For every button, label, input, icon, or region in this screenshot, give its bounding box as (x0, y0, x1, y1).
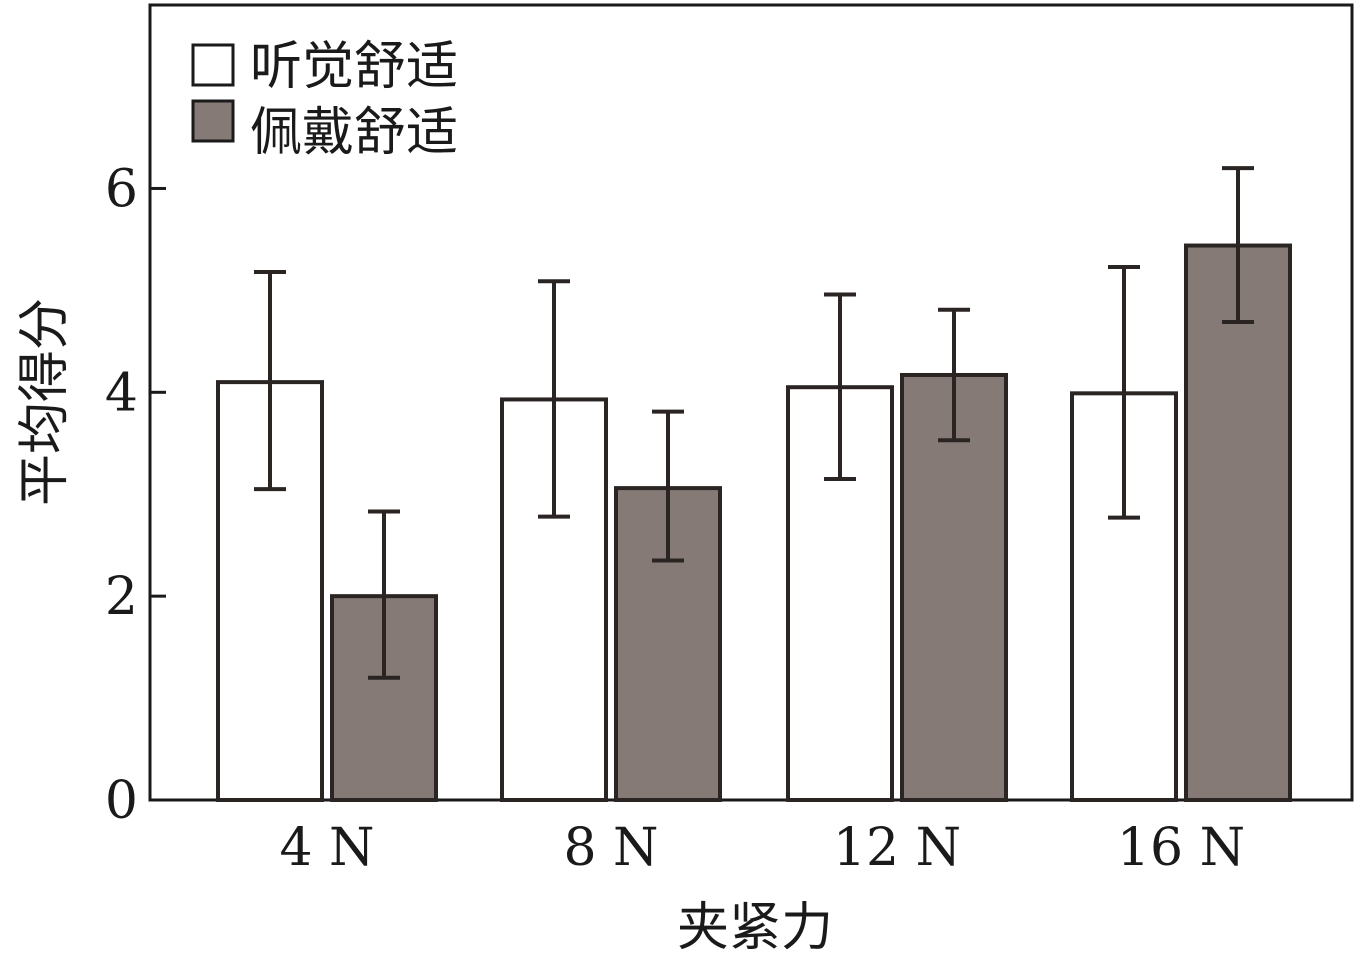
y-tick-label: 0 (105, 771, 138, 831)
bar-wearing-comfort (1184, 243, 1292, 803)
x-tick-label: 8 N (563, 818, 658, 878)
bar-hearing-comfort (786, 385, 894, 802)
y-tick-label: 2 (105, 567, 138, 627)
legend-label-hearing-comfort: 听觉舒适 (250, 37, 458, 97)
x-tick-label: 12 N (833, 818, 961, 878)
y-tick-label: 6 (105, 159, 138, 219)
x-tick-label: 16 N (1117, 818, 1245, 878)
legend-label-wearing-comfort: 佩戴舒适 (250, 103, 458, 163)
bar-wearing-comfort (900, 372, 1008, 802)
y-tick-label: 4 (105, 363, 138, 423)
bar-hearing-comfort (500, 397, 608, 802)
legend-swatch-wearing-comfort (191, 99, 235, 143)
legend-swatch-hearing-comfort (191, 43, 235, 87)
x-tick-label: 4 N (279, 818, 374, 878)
x-axis-title: 夹紧力 (677, 898, 833, 956)
error-bars (254, 166, 1254, 680)
plot-frame (148, 3, 1354, 802)
x-axis: 4 N 8 N 12 N 16 N (279, 818, 1245, 878)
y-axis-title: 平均得分 (15, 298, 75, 506)
bars (216, 243, 1292, 803)
legend: 听觉舒适 佩戴舒适 (191, 37, 458, 163)
y-axis: 0 2 4 6 (105, 159, 166, 831)
